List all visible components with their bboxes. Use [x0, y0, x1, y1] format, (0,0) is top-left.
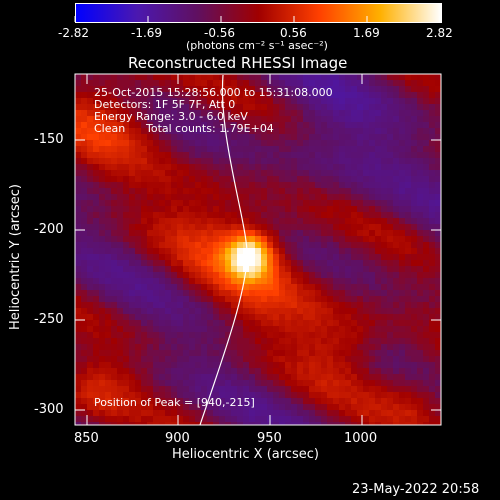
colorbar-tick-label: 2.82	[426, 26, 453, 40]
plot-frame	[74, 73, 442, 426]
colorbar-tick-label: -2.82	[58, 26, 90, 40]
colorbar-unit-label: (photons cm⁻² s⁻¹ asec⁻²)	[186, 39, 328, 52]
colorbar-tick-label: -0.56	[204, 26, 236, 40]
info-peak-position: Position of Peak = [940,-215]	[94, 396, 255, 409]
info-detectors: Detectors: 1F 5F 7F, Att 0	[94, 98, 236, 111]
x-axis-label: Heliocentric X (arcsec)	[172, 447, 319, 462]
info-time-range: 25-Oct-2015 15:28:56.000 to 15:31:08.000	[94, 86, 333, 99]
y-tick-label: -200	[34, 222, 64, 237]
y-tick-label: -250	[34, 312, 64, 327]
colorbar-tick-label: -1.69	[131, 26, 163, 40]
y-tick-label: -150	[34, 132, 64, 147]
x-tick-label: 850	[74, 431, 99, 446]
x-tick-label: 900	[165, 431, 190, 446]
info-energy-range: Energy Range: 3.0 - 6.0 keV	[94, 110, 248, 123]
x-ticks	[86, 74, 363, 425]
footer-timestamp: 23-May-2022 20:58	[352, 482, 480, 497]
y-tick-label: -300	[34, 402, 64, 417]
colorbar-tick-label: 0.56	[280, 26, 307, 40]
colorbar	[75, 3, 442, 23]
info-algorithm: Clean	[94, 122, 126, 135]
x-tick-label: 1000	[344, 431, 378, 446]
y-axis-label: Heliocentric Y (arcsec)	[8, 184, 23, 330]
x-tick-label: 950	[257, 431, 282, 446]
heatmap-image	[75, 74, 441, 425]
colorbar-tick-label: 1.69	[353, 26, 380, 40]
colorbar-ticks	[74, 16, 441, 22]
y-ticks	[75, 139, 441, 411]
plot-title: Reconstructed RHESSI Image	[128, 54, 348, 72]
info-total-counts: Total counts: 1.79E+04	[146, 122, 274, 135]
solar-limb-line	[199, 74, 248, 426]
